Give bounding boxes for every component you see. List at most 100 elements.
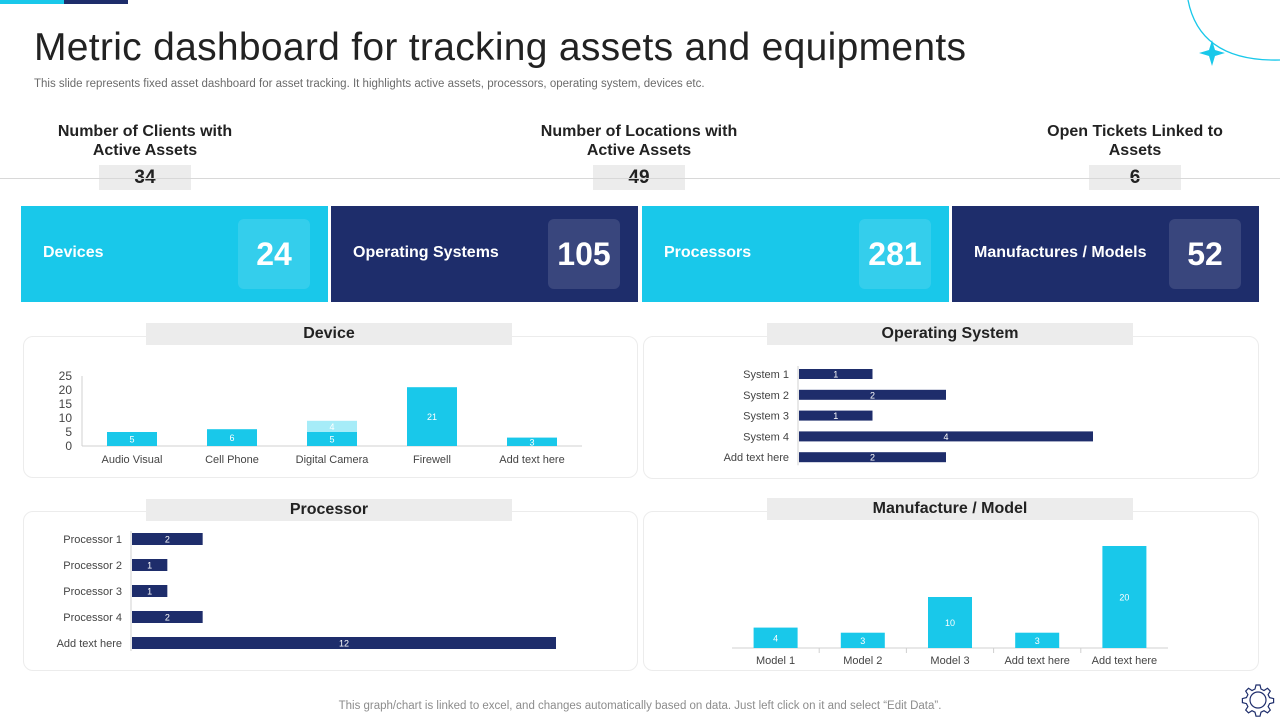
y-tick-label: 20 — [59, 383, 73, 397]
x-tick-label: Model 2 — [843, 655, 882, 667]
bar — [799, 431, 1093, 442]
bar — [207, 429, 257, 446]
kpi-label: Number of Locations with Active Assets — [540, 123, 738, 159]
category-label: System 1 — [743, 369, 789, 381]
data-label: 20 — [1119, 593, 1129, 603]
x-tick-label: Audio Visual — [102, 454, 163, 466]
category-label: Add text here — [57, 638, 122, 650]
card-value: 24 — [238, 219, 310, 289]
top-accent-bar-light — [0, 0, 64, 4]
x-tick-label: Model 3 — [930, 655, 969, 667]
data-label: 6 — [229, 433, 234, 443]
bar — [307, 432, 357, 446]
device-chart-title: Device — [146, 323, 512, 345]
card-processors: Processors 281 — [642, 206, 949, 302]
data-label: 3 — [529, 437, 534, 447]
data-label: 2 — [165, 535, 170, 545]
data-label: 4 — [943, 432, 948, 442]
manufacture-model-chart: 4 Model 1 3 Model 2 10 Model 3 3 Add text here 2… — [732, 546, 1168, 667]
data-label: 12 — [339, 639, 349, 649]
manufacture-model-chart-title: Manufacture / Model — [767, 498, 1133, 520]
data-label: 21 — [427, 412, 437, 422]
card-value: 105 — [548, 219, 620, 289]
y-tick-label: 25 — [59, 369, 73, 383]
y-tick-label: 0 — [65, 439, 72, 453]
kpi-label: Open Tickets Linked to Assets — [1047, 123, 1223, 159]
bar — [407, 387, 457, 446]
data-label: 3 — [860, 636, 865, 646]
bar — [840, 632, 885, 648]
operating-system-panel — [643, 336, 1259, 479]
y-tick-label: 15 — [59, 397, 73, 411]
data-label: 4 — [329, 422, 334, 432]
bar — [1015, 632, 1060, 648]
category-label: Processor 4 — [63, 612, 122, 624]
card-operating-systems: Operating Systems 105 — [331, 206, 638, 302]
card-devices: Devices 24 — [21, 206, 328, 302]
y-tick-label: 10 — [59, 411, 73, 425]
bar — [107, 432, 157, 446]
kpi-clients: Number of Clients with Active Assets 34 — [35, 122, 255, 190]
footer-note: This graph/chart is linked to excel, and… — [338, 700, 942, 712]
category-label: System 4 — [743, 431, 789, 443]
category-label: Processor 1 — [63, 534, 122, 546]
data-label: 3 — [1035, 636, 1040, 646]
category-label: Add text here — [724, 452, 789, 464]
bar — [132, 611, 203, 623]
decorative-arc-sparkle-icon — [1187, 0, 1280, 66]
kpi-label: Number of Clients with Active Assets — [57, 123, 233, 159]
data-label: 2 — [870, 390, 875, 400]
x-tick-label: Model 1 — [756, 655, 795, 667]
bar — [799, 452, 946, 463]
card-label: Processors — [664, 244, 752, 261]
bar — [1102, 546, 1147, 648]
page-subtitle: This slide represents fixed asset dashbo… — [34, 78, 705, 90]
bar — [928, 597, 972, 648]
data-label: 2 — [870, 453, 875, 463]
data-label: 5 — [129, 435, 134, 445]
bar — [307, 420, 357, 432]
page-title: Metric dashboard for tracking assets and… — [34, 26, 967, 69]
x-tick-label: Add text here — [499, 454, 564, 466]
kpi-value: 34 — [99, 165, 191, 190]
bar — [753, 627, 798, 648]
data-label: 1 — [147, 587, 152, 597]
operating-system-chart-title: Operating System — [767, 323, 1133, 345]
x-tick-label: Add text here — [1004, 655, 1069, 667]
device-panel — [23, 336, 638, 478]
processor-chart-title: Processor — [146, 499, 512, 521]
category-label: System 3 — [743, 411, 789, 423]
data-label: 1 — [833, 370, 838, 380]
card-label: Operating Systems — [353, 244, 499, 261]
card-manufactures-models: Manufactures / Models 52 — [952, 206, 1259, 302]
bar — [507, 437, 557, 446]
card-value: 281 — [859, 219, 931, 289]
bar — [799, 410, 873, 421]
bar — [132, 585, 168, 597]
kpi-locations: Number of Locations with Active Assets 4… — [529, 122, 749, 190]
bar — [132, 533, 203, 545]
data-label: 10 — [945, 618, 955, 628]
data-label: 4 — [773, 633, 778, 643]
bar — [799, 369, 873, 379]
data-label: 2 — [165, 613, 170, 623]
section-divider — [0, 178, 1280, 179]
bar — [132, 637, 556, 649]
gear-icon[interactable] — [1240, 682, 1276, 718]
card-label: Manufactures / Models — [974, 244, 1147, 261]
kpi-value: 49 — [593, 165, 685, 190]
card-value: 52 — [1169, 219, 1241, 289]
data-label: 1 — [833, 411, 838, 421]
x-tick-label: Digital Camera — [296, 454, 370, 466]
category-label: Processor 3 — [63, 586, 122, 598]
data-label: 1 — [147, 561, 152, 571]
processor-chart: Processor 1 2 Processor 2 1 Processor 3 1 Proc… — [57, 531, 556, 651]
category-label: Processor 2 — [63, 560, 122, 572]
x-tick-label: Cell Phone — [205, 454, 259, 466]
data-label: 5 — [329, 435, 334, 445]
bar — [132, 559, 168, 571]
kpi-tickets: Open Tickets Linked to Assets 6 — [1025, 122, 1245, 190]
category-label: System 2 — [743, 390, 789, 402]
y-tick-label: 5 — [65, 425, 72, 439]
